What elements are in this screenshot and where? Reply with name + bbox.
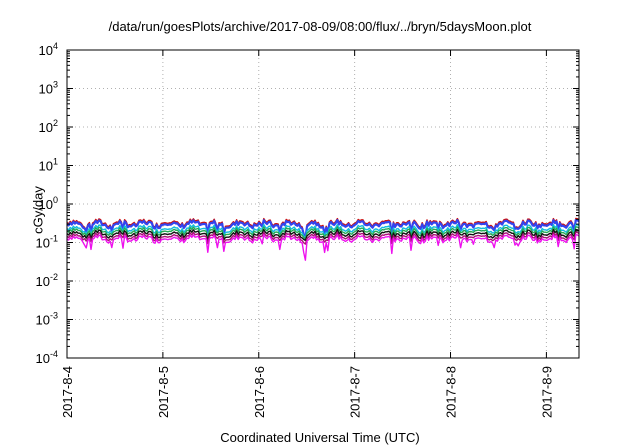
series-line: [66, 228, 580, 242]
y-tick-label: 100: [39, 195, 58, 212]
x-tick-label: 2017-8-9: [539, 366, 554, 418]
series-line: [66, 226, 580, 240]
x-tick-label: 2017-8-6: [252, 366, 267, 418]
y-tick-label: 10-3: [36, 311, 58, 328]
series-line: [66, 218, 580, 240]
series-line: [66, 231, 580, 245]
chart-title: /data/run/goesPlots/archive/2017-08-09/0…: [108, 19, 532, 34]
y-tick-label: 102: [39, 118, 58, 135]
y-tick-label: 10-2: [36, 272, 58, 289]
y-tick-label: 104: [39, 41, 58, 58]
x-tick-label: 2017-8-8: [444, 366, 459, 418]
x-tick-label: 2017-8-5: [156, 366, 171, 418]
y-tick-label: 101: [39, 157, 58, 174]
x-tick-label: 2017-8-4: [60, 366, 75, 418]
x-axis-title: Coordinated Universal Time (UTC): [220, 430, 420, 445]
y-tick-label: 10-4: [36, 349, 58, 366]
series-line: [66, 223, 580, 239]
y-tick-label: 103: [39, 80, 58, 97]
series-line: [66, 234, 580, 261]
y-tick-label: 10-1: [36, 234, 58, 251]
x-tick-label: 2017-8-7: [348, 366, 363, 418]
